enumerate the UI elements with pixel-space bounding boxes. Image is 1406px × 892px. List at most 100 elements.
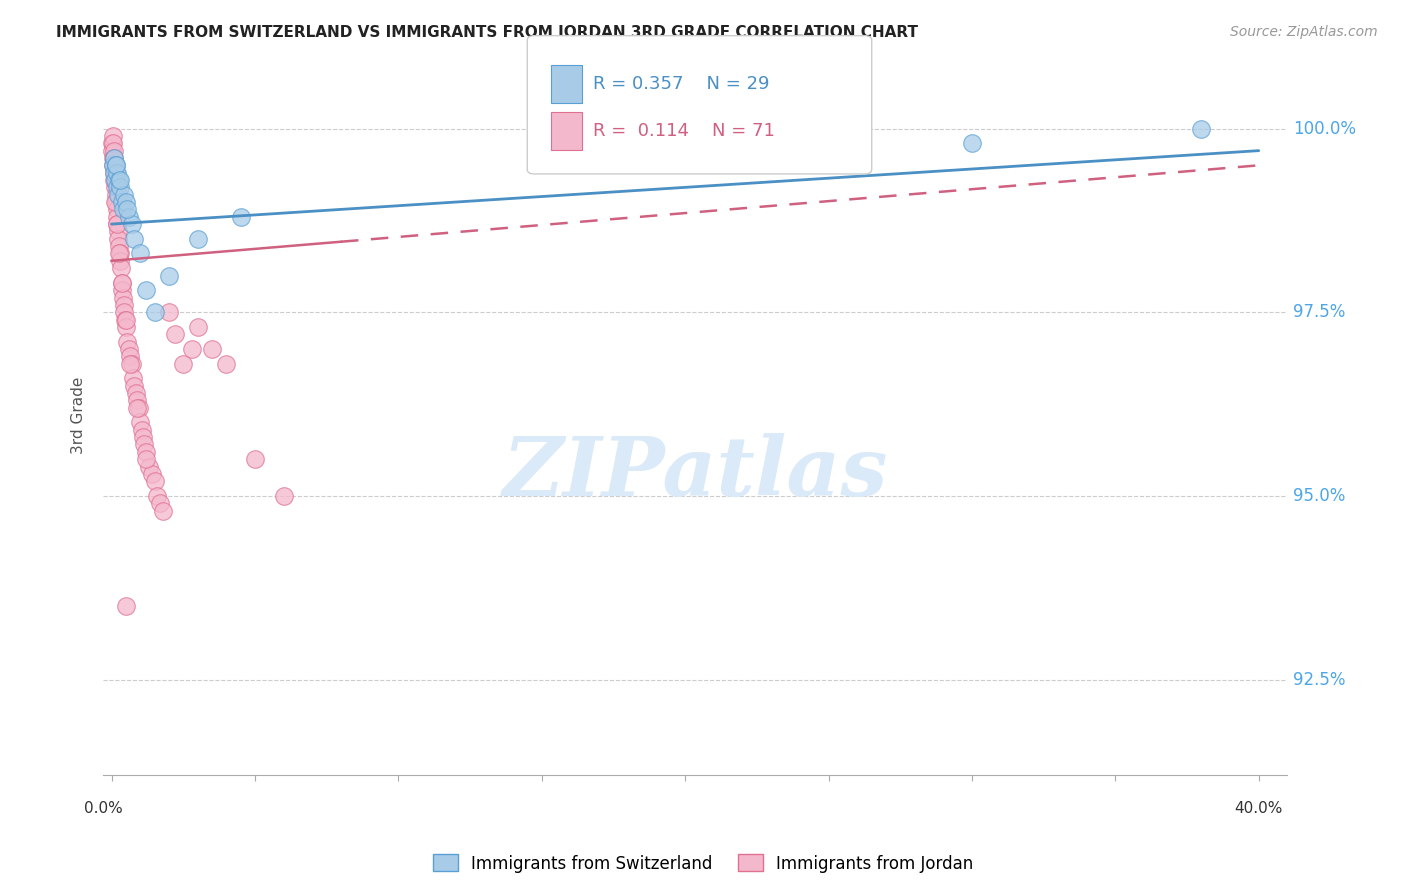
- Point: [124, 232, 146, 246]
- Point: [101, 128, 124, 143]
- Point: [105, 210, 128, 224]
- Text: 100.0%: 100.0%: [1294, 120, 1357, 137]
- Text: 92.5%: 92.5%: [1294, 671, 1346, 689]
- Point: [107, 224, 129, 238]
- Text: 0.0%: 0.0%: [83, 801, 122, 816]
- Point: [152, 503, 174, 517]
- Point: [108, 173, 131, 187]
- Point: [101, 158, 124, 172]
- Y-axis label: 3rd Grade: 3rd Grade: [72, 376, 86, 454]
- Point: [103, 166, 125, 180]
- Point: [110, 276, 132, 290]
- Point: [104, 187, 127, 202]
- Point: [143, 474, 166, 488]
- Point: [103, 166, 125, 180]
- Point: [110, 261, 132, 276]
- Point: [101, 158, 124, 172]
- Point: [103, 136, 125, 151]
- Point: [115, 312, 138, 326]
- Legend: Immigrants from Switzerland, Immigrants from Jordan: Immigrants from Switzerland, Immigrants …: [426, 847, 980, 880]
- Point: [108, 246, 131, 260]
- Point: [111, 283, 134, 297]
- Point: [121, 357, 143, 371]
- Point: [157, 305, 180, 319]
- Point: [108, 239, 131, 253]
- Point: [101, 151, 124, 165]
- Point: [104, 158, 127, 172]
- Point: [101, 144, 124, 158]
- Point: [273, 489, 295, 503]
- Point: [111, 202, 134, 217]
- Point: [215, 357, 238, 371]
- Point: [107, 246, 129, 260]
- Point: [107, 232, 129, 246]
- Point: [104, 173, 127, 187]
- Point: [105, 195, 128, 210]
- Point: [105, 217, 128, 231]
- Point: [120, 349, 142, 363]
- Point: [103, 158, 125, 172]
- Point: [108, 253, 131, 268]
- Point: [143, 305, 166, 319]
- Point: [146, 489, 169, 503]
- Point: [115, 195, 138, 210]
- Point: [129, 416, 152, 430]
- Point: [107, 187, 129, 202]
- Point: [104, 166, 127, 180]
- Point: [132, 430, 155, 444]
- Point: [103, 151, 125, 165]
- Text: 97.5%: 97.5%: [1294, 303, 1346, 321]
- Point: [1189, 121, 1212, 136]
- Point: [187, 232, 209, 246]
- Point: [111, 291, 134, 305]
- Point: [112, 305, 135, 319]
- Point: [125, 386, 148, 401]
- Point: [120, 357, 142, 371]
- Point: [112, 298, 135, 312]
- Point: [129, 246, 152, 260]
- Point: [134, 437, 156, 451]
- Point: [104, 195, 127, 210]
- Point: [117, 202, 139, 217]
- Text: 40.0%: 40.0%: [1234, 801, 1282, 816]
- Point: [108, 180, 131, 194]
- Point: [124, 378, 146, 392]
- Text: ZIPatlas: ZIPatlas: [502, 433, 889, 513]
- Point: [103, 144, 125, 158]
- Text: IMMIGRANTS FROM SWITZERLAND VS IMMIGRANTS FROM JORDAN 3RD GRADE CORRELATION CHAR: IMMIGRANTS FROM SWITZERLAND VS IMMIGRANT…: [56, 25, 918, 40]
- Point: [243, 452, 266, 467]
- Point: [645, 121, 668, 136]
- Point: [128, 401, 150, 415]
- Point: [112, 187, 135, 202]
- Point: [127, 401, 149, 415]
- Point: [163, 327, 186, 342]
- Point: [172, 357, 194, 371]
- Point: [101, 136, 124, 151]
- Point: [110, 276, 132, 290]
- Point: [141, 467, 163, 481]
- Point: [105, 217, 128, 231]
- Point: [135, 283, 157, 297]
- Point: [131, 423, 153, 437]
- Text: 95.0%: 95.0%: [1294, 487, 1346, 505]
- Point: [104, 158, 127, 172]
- Point: [127, 393, 149, 408]
- Point: [960, 136, 983, 151]
- Text: Source: ZipAtlas.com: Source: ZipAtlas.com: [1230, 25, 1378, 39]
- Point: [104, 158, 127, 172]
- Point: [229, 210, 252, 224]
- Point: [117, 334, 139, 349]
- Point: [135, 445, 157, 459]
- Point: [105, 166, 128, 180]
- Point: [149, 496, 172, 510]
- Point: [105, 173, 128, 187]
- Point: [201, 342, 224, 356]
- Point: [103, 173, 125, 187]
- Point: [104, 180, 127, 194]
- Point: [180, 342, 202, 356]
- Point: [187, 320, 209, 334]
- Point: [107, 173, 129, 187]
- Point: [138, 459, 160, 474]
- Point: [121, 217, 143, 231]
- Point: [115, 320, 138, 334]
